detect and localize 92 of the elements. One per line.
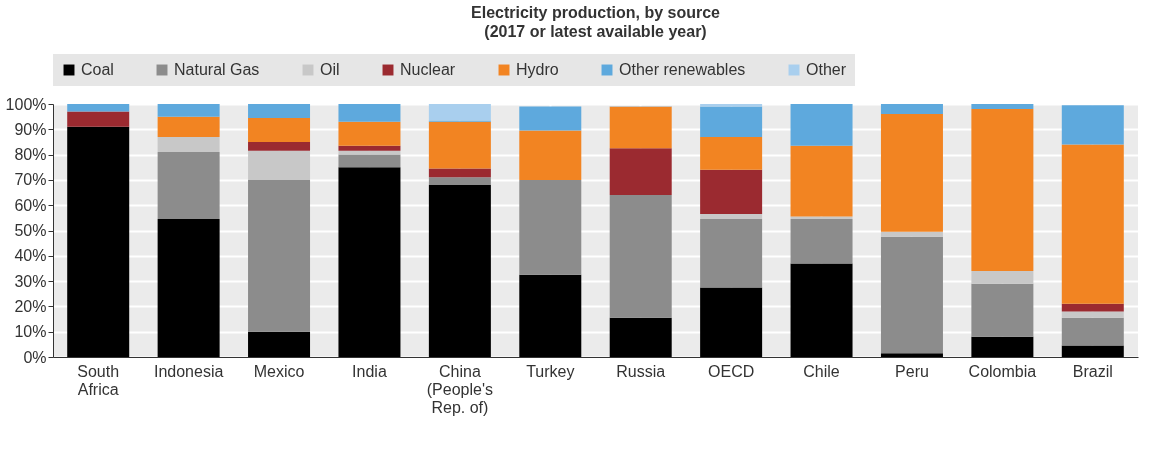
bar [609, 106, 672, 149]
bar [700, 214, 763, 220]
bar [790, 145, 853, 217]
bar [248, 141, 311, 151]
bar [157, 104, 220, 117]
bar [971, 336, 1034, 357]
bar [700, 287, 763, 357]
bar [1061, 105, 1124, 145]
x-tick-label: Peru [895, 362, 929, 380]
bar [700, 169, 763, 215]
bar [880, 104, 943, 115]
bar [428, 168, 491, 178]
bar [519, 274, 582, 357]
bar [248, 117, 311, 142]
y-tick-label: 0% [23, 348, 47, 366]
bar [338, 154, 401, 168]
bar [971, 270, 1034, 284]
legend-label: Coal [81, 61, 114, 78]
x-tick-label: Russia [616, 362, 666, 380]
bar [880, 114, 943, 232]
bar [157, 116, 220, 137]
bar [157, 136, 220, 153]
y-tick-label: 60% [14, 196, 47, 214]
bar [428, 121, 491, 169]
bar [1061, 317, 1124, 346]
bar [338, 167, 401, 357]
y-tick-label: 90% [14, 120, 47, 138]
bar [519, 106, 582, 131]
bar [248, 104, 311, 118]
bar [880, 353, 943, 357]
y-tick-label: 80% [14, 146, 47, 164]
bar [519, 179, 582, 275]
x-tick-label: India [352, 362, 387, 380]
bar [1061, 144, 1124, 304]
bar [428, 184, 491, 357]
x-tick-label: OECD [708, 362, 755, 380]
bar [248, 331, 311, 357]
x-tick-label: Turkey [526, 362, 575, 380]
chart-title: Electricity production, by source [471, 4, 721, 21]
bar [248, 179, 311, 332]
chart-subtitle: (2017 or latest available year) [484, 23, 707, 40]
bar [67, 126, 130, 357]
bar [157, 152, 220, 220]
bar [338, 150, 401, 155]
bar [971, 104, 1034, 110]
bar [338, 104, 401, 122]
bar [67, 104, 130, 112]
legend-label: Hydro [516, 61, 559, 78]
x-tick-label: Indonesia [153, 362, 224, 380]
bar [609, 148, 672, 196]
y-tick-label: 20% [14, 297, 47, 315]
legend-label: Nuclear [400, 61, 456, 78]
x-tick-label: Colombia [968, 362, 1037, 380]
y-tick-label: 50% [14, 222, 47, 239]
bar [1061, 311, 1124, 318]
legend-label: Other [806, 61, 847, 78]
y-tick-label: 100% [5, 95, 47, 113]
y-tick-label: 40% [14, 247, 47, 265]
legend-label: Oil [320, 61, 340, 78]
bar [880, 236, 943, 354]
x-tick-label: Brazil [1072, 362, 1113, 380]
bar [880, 231, 943, 237]
bar [790, 104, 853, 146]
bar [248, 150, 311, 180]
bar [700, 106, 763, 137]
x-tick-label: Chile [803, 362, 840, 380]
bar [338, 121, 401, 146]
bar [428, 104, 491, 121]
bar [609, 195, 672, 318]
x-tick-label: South Africa [77, 362, 120, 398]
bar [1061, 303, 1124, 312]
bar [157, 219, 220, 357]
bar [700, 104, 763, 107]
bar [971, 109, 1034, 271]
bar [700, 219, 763, 288]
y-tick-label: 10% [14, 323, 47, 341]
bar [790, 263, 853, 357]
bar [790, 219, 853, 264]
y-tick-label: 70% [14, 171, 47, 189]
x-tick-label: Mexico [253, 362, 305, 380]
x-tick-label: China (People's Rep. of) [426, 362, 493, 416]
bar [971, 283, 1034, 337]
legend-label: Other renewables [619, 61, 746, 78]
bar [338, 145, 401, 151]
bar [428, 177, 491, 185]
legend-label: Natural Gas [174, 61, 260, 78]
y-tick-label: 30% [14, 272, 47, 290]
bar [519, 130, 582, 180]
bar [1061, 345, 1124, 357]
bar [700, 136, 763, 170]
bar [67, 111, 130, 127]
bar [609, 317, 672, 357]
